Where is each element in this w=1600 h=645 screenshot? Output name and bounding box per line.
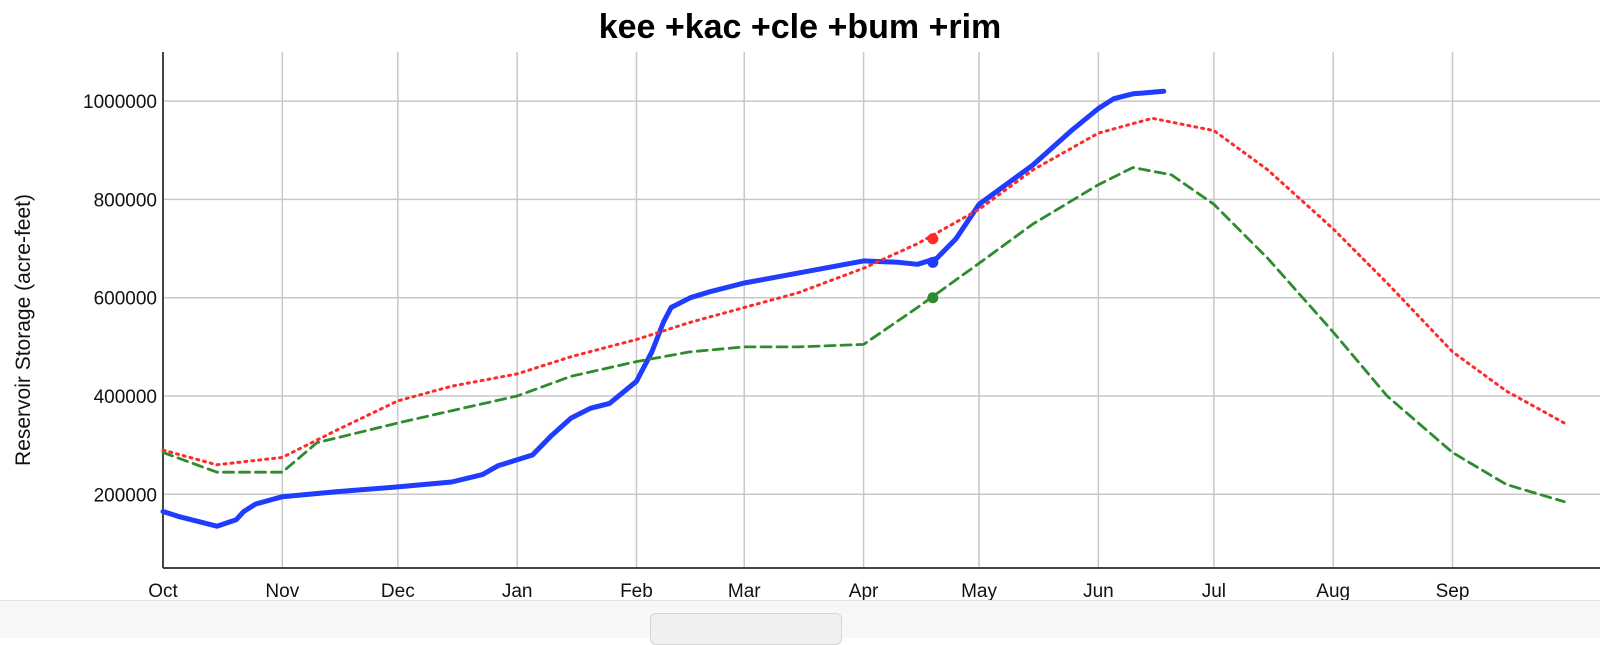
today-marker (927, 233, 939, 245)
y-ticks: 200000 400000 600000 800000 1000000 (83, 92, 157, 506)
series-line-dotted (161, 116, 1566, 467)
today-marker (927, 256, 939, 268)
x-tick-label: Mar (728, 581, 761, 600)
today-marker (927, 292, 939, 304)
series-group (160, 88, 1566, 529)
x-tick-label: Feb (620, 581, 653, 600)
x-tick-label: Jan (502, 581, 533, 600)
storage-chart: kee +kac +cle +bum +rim Reservoir Storag… (12, 8, 1600, 600)
x-tick-label: Oct (148, 581, 178, 600)
x-tick-label: Jun (1083, 581, 1114, 600)
bottom-tab[interactable] (650, 613, 842, 645)
x-tick-label: Dec (381, 581, 415, 600)
series-line-solid (160, 88, 1167, 529)
x-ticks: Oct Nov Dec Jan Feb Mar Apr May Jun Jul Aug Sep (148, 581, 1469, 600)
y-tick-label: 1000000 (83, 92, 157, 113)
y-axis-label: Reservoir Storage (acre-feet) (12, 194, 35, 466)
x-tick-label: Aug (1316, 581, 1350, 600)
axes (162, 52, 1600, 569)
x-tick-label: Sep (1436, 581, 1470, 600)
x-tick-label: Jul (1202, 581, 1226, 600)
y-tick-label: 200000 (94, 485, 157, 506)
x-tick-label: May (961, 581, 997, 600)
y-tick-label: 400000 (94, 387, 157, 408)
x-tick-label: Apr (849, 581, 879, 600)
series-line-dashed (161, 166, 1566, 504)
y-tick-label: 800000 (94, 190, 157, 211)
bottom-bar (0, 600, 1600, 645)
chart-title: kee +kac +cle +bum +rim (599, 8, 1002, 46)
y-tick-label: 600000 (94, 289, 157, 310)
markers-group (927, 233, 939, 304)
grid (163, 52, 1600, 568)
x-tick-label: Nov (265, 581, 299, 600)
